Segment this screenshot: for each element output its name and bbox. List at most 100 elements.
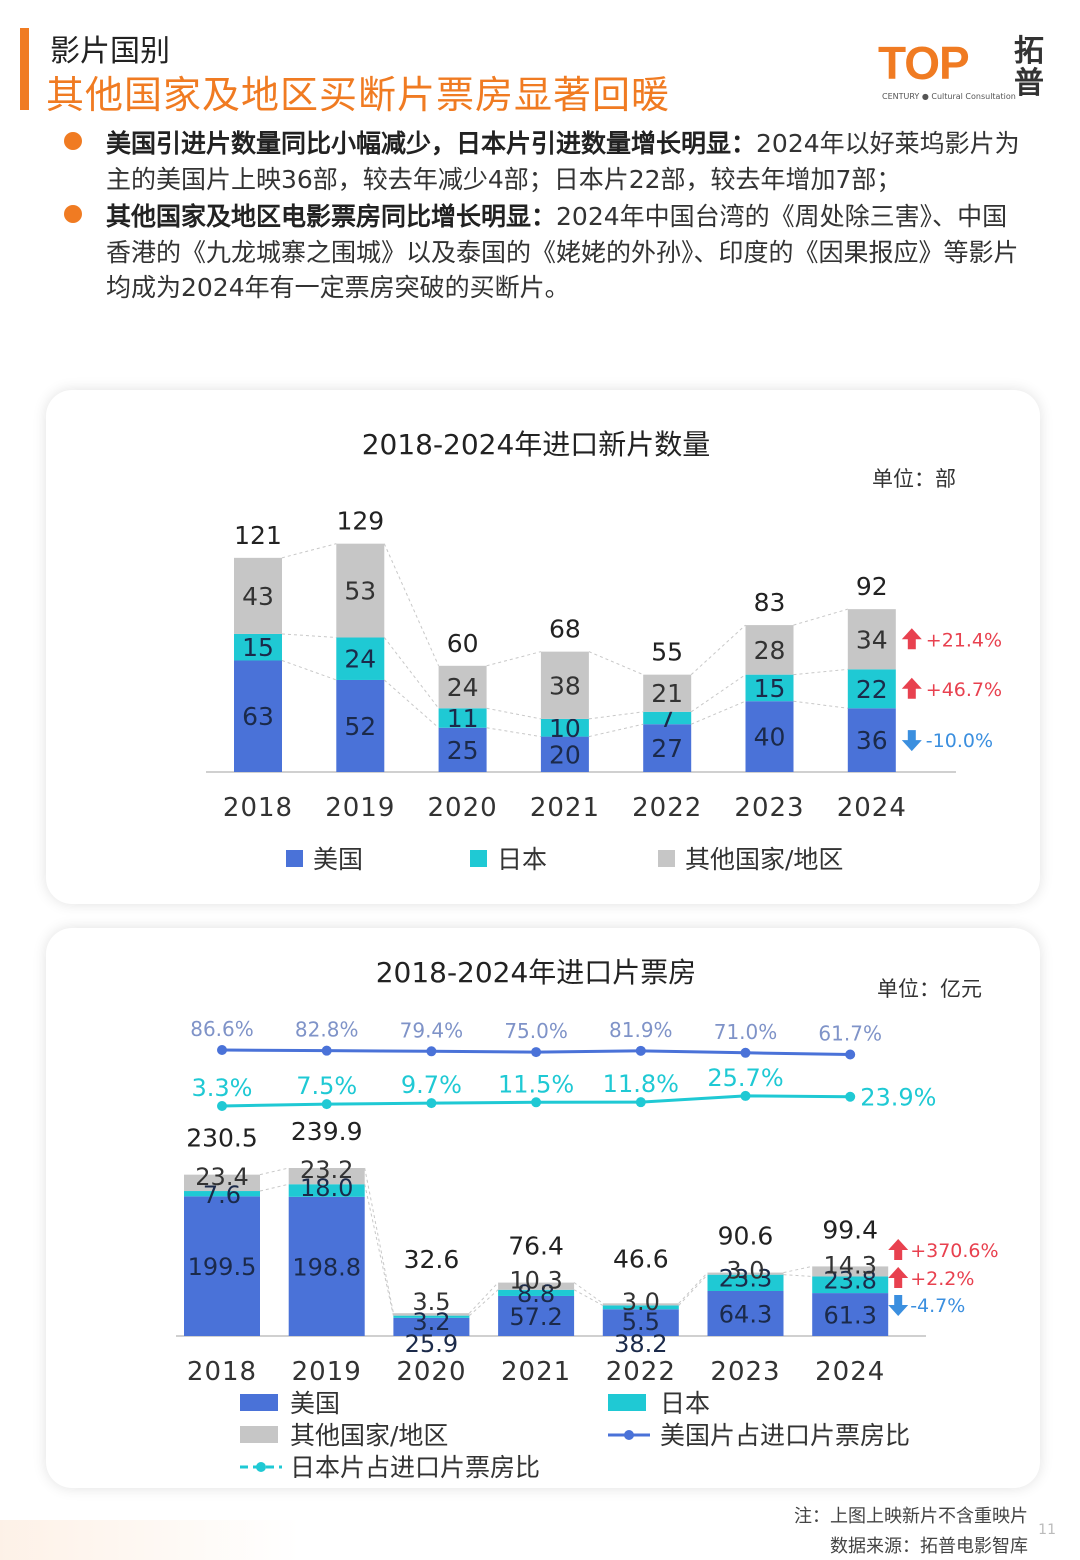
chart-title: 2018-2024年进口片票房 (376, 956, 697, 989)
bar-segment (184, 1191, 260, 1197)
bar-segment (393, 1317, 470, 1336)
data-label: 3.0 (622, 1288, 660, 1316)
total-label: 99.4 (822, 1215, 878, 1244)
connector-line (486, 651, 542, 667)
chart-unit: 单位：亿元 (877, 977, 982, 1001)
data-label: 28 (754, 636, 786, 665)
share-point (531, 1097, 542, 1108)
legend-label: 其他国家/地区 (685, 845, 843, 874)
share-point (635, 1097, 646, 1108)
accent-bar (20, 28, 29, 110)
bar-segment (602, 1309, 679, 1336)
logo-wordmark: TOP (878, 37, 970, 89)
total-label: 230.5 (186, 1124, 258, 1153)
data-label: 43 (242, 582, 274, 611)
share-label: 82.8% (295, 1018, 359, 1042)
data-label: 3.2 (412, 1308, 450, 1336)
bar-segment (393, 1315, 470, 1318)
total-label: 68 (549, 615, 581, 644)
connector-line (690, 624, 746, 676)
x-tick-label: 2019 (325, 793, 395, 823)
x-tick-label: 2023 (710, 1357, 780, 1387)
data-label: 198.8 (292, 1253, 361, 1281)
x-tick-label: 2020 (428, 793, 498, 823)
bar-segment (498, 1289, 575, 1296)
connector-line (486, 707, 541, 720)
share-label: 71.0% (714, 1020, 778, 1044)
legend-swatch (470, 850, 487, 867)
connector-line (588, 711, 644, 720)
bar-segment (707, 1274, 784, 1291)
legend-swatch (240, 1394, 278, 1411)
bullet-dot (64, 132, 82, 150)
data-label: 38.2 (614, 1330, 667, 1358)
data-label: 7.6 (203, 1181, 241, 1209)
total-label: 92 (856, 572, 888, 601)
data-label: 24 (344, 645, 376, 674)
share-point (635, 1045, 646, 1056)
bar-segment (184, 1196, 260, 1336)
bar-segment (847, 708, 896, 772)
bar-segment (184, 1174, 260, 1192)
legend-label: 日本片占进口片票房比 (290, 1453, 540, 1482)
chart-card-box-office: 2018-2024年进口片票房 单位：亿元 199.5 7.6 23.4 230.5 201… (46, 928, 1040, 1488)
yoy-label: -4.7% (910, 1295, 965, 1317)
connector-line (486, 727, 541, 738)
share-point (426, 1098, 437, 1109)
yoy-label: +21.4% (926, 629, 1002, 651)
bar-segment (745, 701, 794, 772)
arrow-down-icon (901, 730, 922, 752)
x-tick-label: 2020 (396, 1357, 466, 1387)
bar-segment (602, 1303, 679, 1306)
x-tick-label: 2024 (815, 1357, 885, 1387)
bar-segment (745, 625, 794, 675)
data-label: 23.3 (719, 1265, 772, 1293)
connector-line (259, 1167, 289, 1176)
chart-card-new-films: 2018-2024年进口新片数量 单位：部 63 15 43 121 2018 52 24 53 1… (46, 390, 1040, 904)
footnote-note: 注：上图上映新片不含重映片 (794, 1506, 1028, 1527)
yoy-label: -10.0% (926, 730, 993, 752)
share-point (845, 1091, 856, 1102)
share-label: 61.7% (818, 1021, 882, 1045)
connector-line (469, 1289, 499, 1317)
share-label: 11.8% (603, 1070, 679, 1098)
arrow-up-icon (888, 1267, 909, 1288)
data-label: 3.5 (412, 1288, 450, 1316)
bar-segment (498, 1282, 575, 1290)
total-label: 83 (754, 588, 786, 617)
total-label: 46.6 (613, 1244, 669, 1273)
x-tick-label: 2019 (292, 1357, 362, 1387)
legend-label: 美国 (290, 1389, 340, 1418)
total-label: 32.6 (404, 1245, 460, 1274)
connector-line (793, 668, 848, 676)
connector-line (364, 1167, 394, 1314)
x-tick-label: 2023 (734, 793, 804, 823)
bar-segment (234, 660, 282, 772)
total-label: 239.9 (291, 1117, 363, 1146)
arrow-up-icon (901, 628, 922, 650)
legend-swatch (286, 850, 303, 867)
bar-segment (336, 637, 385, 680)
connector-line (259, 1183, 289, 1192)
share-point (321, 1099, 332, 1110)
total-label: 121 (234, 521, 282, 550)
data-label: 5.5 (622, 1308, 660, 1336)
chart-title: 2018-2024年进口新片数量 (362, 428, 711, 461)
data-label: 24 (447, 673, 479, 702)
share-label: 23.9% (860, 1084, 936, 1112)
arrow-up-icon (901, 677, 922, 699)
bar-segment (812, 1276, 889, 1294)
total-label: 76.4 (508, 1232, 564, 1261)
data-label: 63 (242, 702, 274, 731)
connector-line (793, 608, 848, 626)
arrow-up-icon (888, 1239, 909, 1260)
section-label: 影片国别 (50, 34, 170, 69)
bar-segment (847, 669, 896, 709)
bar-segment (847, 609, 896, 670)
share-label: 7.5% (296, 1072, 357, 1100)
data-label: 18.0 (300, 1174, 353, 1202)
footnote-source: 数据来源：拓普电影智库 (830, 1536, 1028, 1557)
bar-segment (707, 1272, 784, 1275)
bar-segment (540, 651, 589, 719)
